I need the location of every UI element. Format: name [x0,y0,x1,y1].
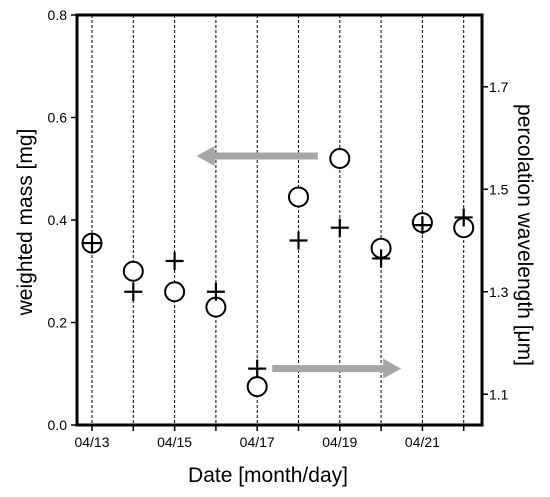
circle-point [164,281,186,303]
plus-point [83,234,101,253]
left-tick-label: 0.0 [48,417,68,433]
x-tick-label: 04/19 [322,434,357,450]
x-tick-label: 04/15 [157,434,192,450]
plus-point [289,231,308,250]
plus-point [248,359,267,378]
plus-point [124,282,143,301]
x-tick-label: 04/17 [240,434,275,450]
left-tick-label: 0.2 [48,315,68,331]
plus-point [330,218,349,237]
left-tick-label: 0.6 [48,110,68,126]
plus-point [413,216,432,235]
x-axis-title: Date [month/day] [188,464,348,487]
right-tick-label: 1.3 [489,284,509,300]
x-tick-label: 04/21 [405,434,440,450]
right-tick-label: 1.1 [489,386,509,402]
plus-point [165,252,184,270]
right-tick-label: 1.5 [489,181,509,197]
left-tick-label: 0.8 [48,7,68,23]
circle-point [329,148,351,169]
marks-layer [81,148,475,398]
arrow-left-head [196,145,215,166]
right-tick-label: 1.7 [489,79,509,95]
x-tick-label: 04/13 [74,434,109,450]
left-axis-title: weighted mass [mg] [14,129,37,317]
arrow-right-head [383,358,402,379]
circle-point [288,186,309,208]
right-axis-title: percolation wavelength [μm] [513,104,536,366]
grid-layer [91,15,465,425]
circle-point [122,260,144,282]
plus-point [206,282,225,301]
plus-point [454,208,473,227]
left-tick-label: 0.4 [48,212,68,228]
ticks-layer: 04/13 04/15 04/17 04/19 04/21 0.0 0.2 0.4 0.6 0.8… [48,7,509,450]
circle-point [246,376,268,398]
annotation-layer [196,145,402,379]
plus-point [372,249,391,268]
